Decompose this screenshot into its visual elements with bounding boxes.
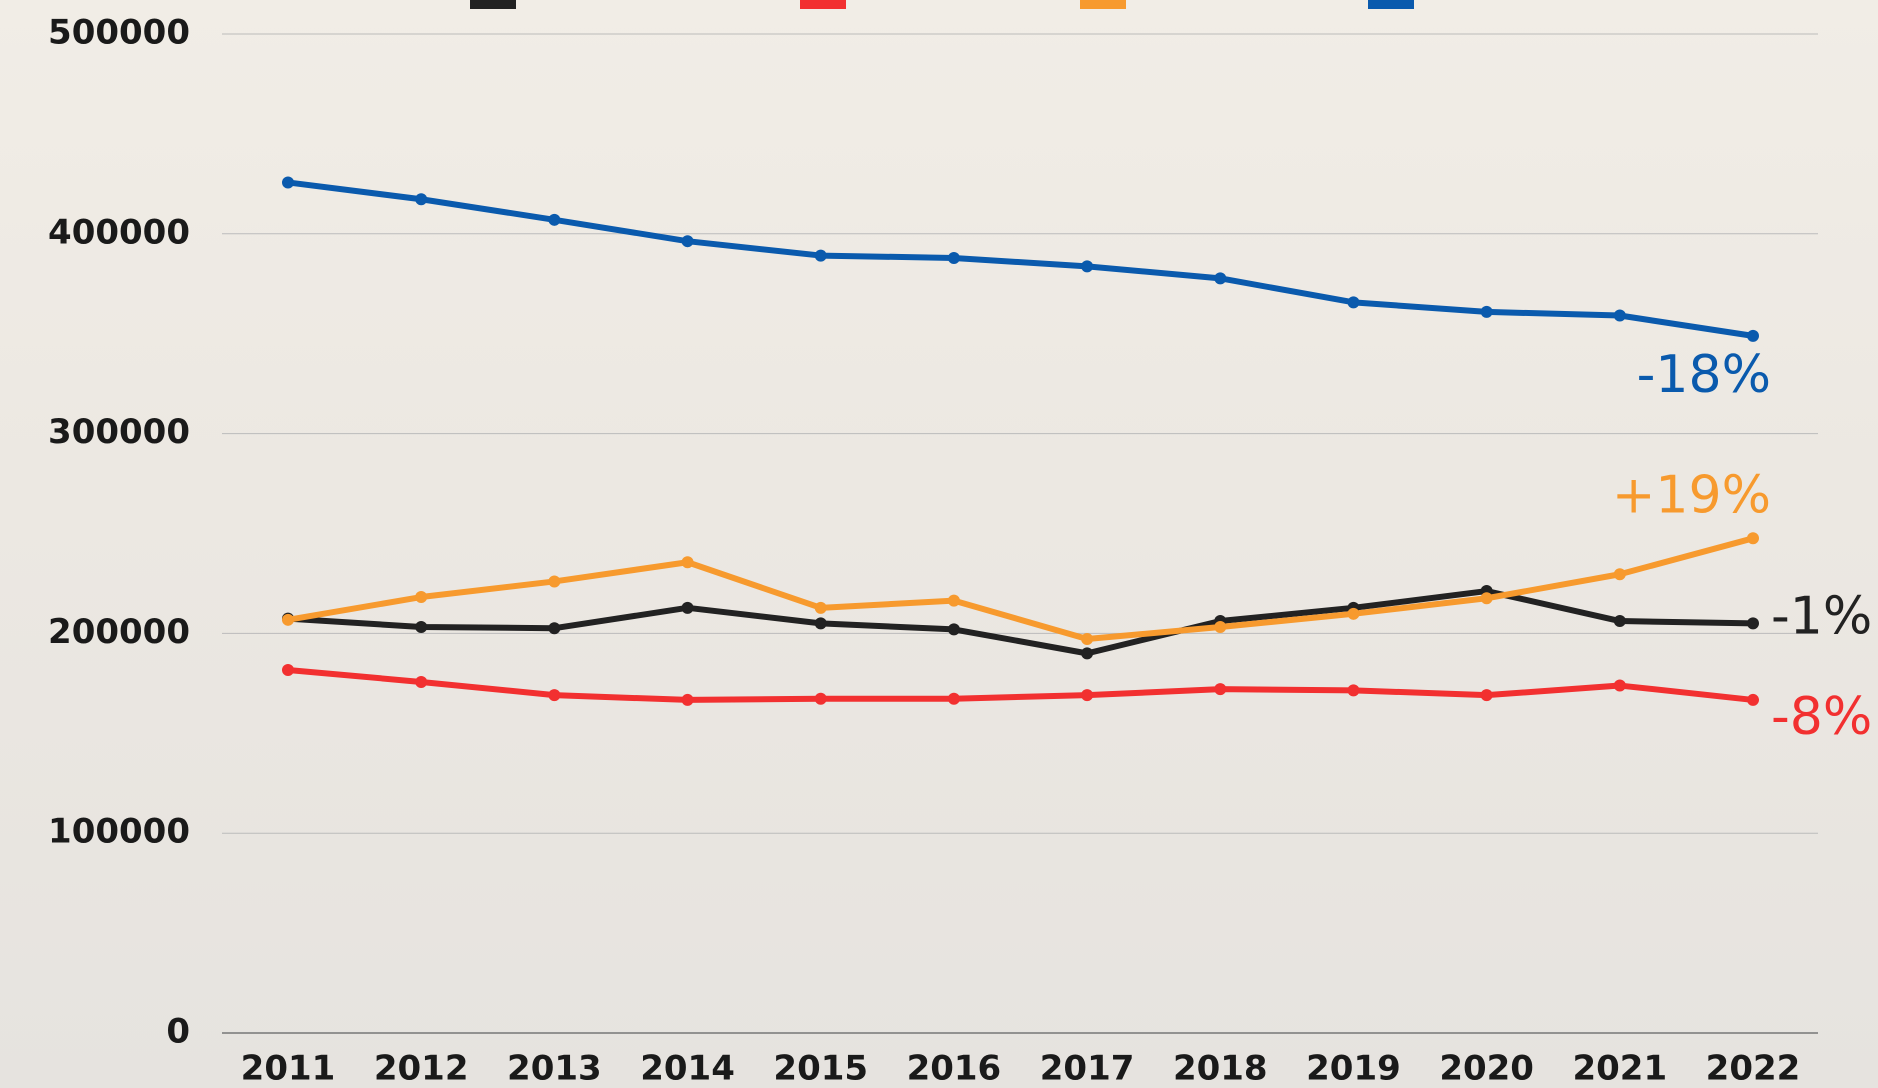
data-point — [415, 591, 427, 603]
y-tick-label: 400000 — [48, 212, 190, 252]
data-point — [548, 622, 560, 634]
y-tick-label: 200000 — [48, 612, 190, 652]
x-tick-label: 2016 — [907, 1049, 1002, 1088]
data-point — [1747, 617, 1759, 629]
data-point — [948, 595, 960, 607]
chart: 0 100000 200000 300000 400000 500000 2011 2012 2… — [0, 0, 1878, 1088]
data-point — [415, 621, 427, 633]
data-point — [548, 689, 560, 701]
x-tick-label: 2012 — [374, 1049, 469, 1088]
y-tick-label: 300000 — [48, 412, 190, 452]
legend-swatch — [800, 0, 846, 9]
data-point — [548, 575, 560, 587]
x-tick-label: 2022 — [1706, 1049, 1801, 1088]
data-point — [948, 252, 960, 264]
series-line — [288, 670, 1753, 700]
x-tick-label: 2018 — [1173, 1049, 1268, 1088]
data-point — [1481, 689, 1493, 701]
data-point — [682, 556, 694, 568]
end-label: +19% — [1612, 465, 1771, 525]
data-point — [1747, 532, 1759, 544]
data-point — [1081, 633, 1093, 645]
data-point — [1214, 683, 1226, 695]
y-tick-label: 0 — [166, 1012, 190, 1052]
data-point — [682, 694, 694, 706]
data-point — [282, 176, 294, 188]
data-point — [1614, 310, 1626, 322]
data-point — [815, 602, 827, 614]
data-point — [682, 235, 694, 247]
data-point — [1614, 615, 1626, 627]
data-point — [282, 614, 294, 626]
x-tick-label: 2019 — [1306, 1049, 1401, 1088]
data-point — [815, 693, 827, 705]
data-point — [1081, 260, 1093, 272]
data-point — [1081, 647, 1093, 659]
data-point — [1214, 272, 1226, 284]
y-tick-label: 100000 — [48, 812, 190, 852]
data-point — [1614, 568, 1626, 580]
end-label: -18% — [1637, 345, 1771, 405]
x-tick-label: 2020 — [1439, 1049, 1534, 1088]
data-point — [415, 676, 427, 688]
data-point — [1614, 680, 1626, 692]
legend-swatch — [470, 0, 516, 9]
data-point — [415, 193, 427, 205]
data-point — [1747, 330, 1759, 342]
series-line — [288, 182, 1753, 335]
end-label: -8% — [1771, 687, 1872, 747]
data-point — [948, 623, 960, 635]
data-point — [815, 250, 827, 262]
y-tick-label: 500000 — [48, 13, 190, 53]
x-tick-label: 2013 — [507, 1049, 602, 1088]
data-point — [1347, 608, 1359, 620]
legend-swatch — [1368, 0, 1414, 9]
data-point — [548, 214, 560, 226]
x-tick-label: 2021 — [1572, 1049, 1667, 1088]
data-point — [1747, 694, 1759, 706]
x-tick-label: 2017 — [1040, 1049, 1135, 1088]
data-point — [682, 602, 694, 614]
data-point — [1481, 306, 1493, 318]
legend-swatch — [1080, 0, 1126, 9]
x-tick-label: 2015 — [773, 1049, 868, 1088]
page: 0 100000 200000 300000 400000 500000 2011 2012 2… — [0, 0, 1878, 1088]
series-line — [288, 538, 1753, 639]
data-point — [282, 664, 294, 676]
data-point — [1347, 684, 1359, 696]
end-label: -1% — [1771, 586, 1872, 646]
data-point — [1347, 296, 1359, 308]
data-point — [1214, 621, 1226, 633]
data-point — [815, 617, 827, 629]
data-point — [1081, 689, 1093, 701]
data-point — [1481, 592, 1493, 604]
x-tick-label: 2014 — [640, 1049, 735, 1088]
x-tick-label: 2011 — [241, 1049, 336, 1088]
data-point — [948, 693, 960, 705]
